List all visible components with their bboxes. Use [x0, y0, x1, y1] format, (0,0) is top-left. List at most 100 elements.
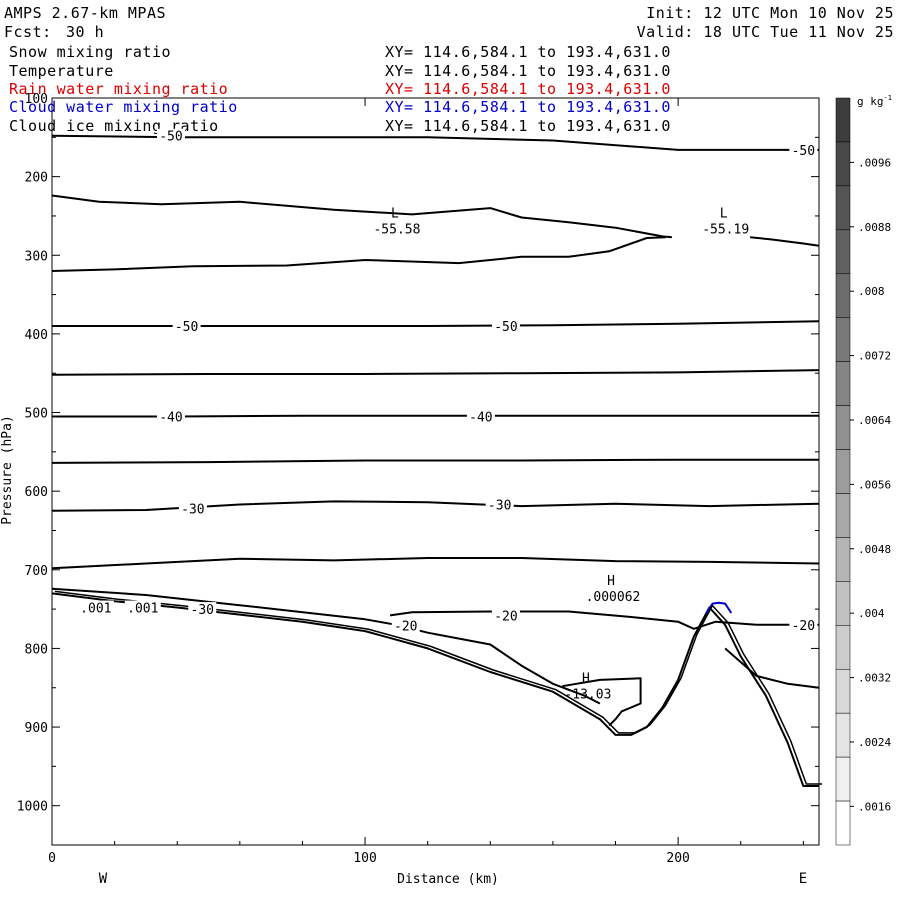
colorbar-tick-label: .004: [858, 607, 885, 620]
colorbar-swatch: [835, 405, 851, 450]
colorbar-swatch: [835, 449, 851, 494]
contour-label: -30: [181, 502, 204, 517]
plot-frame: [51, 97, 820, 846]
contour-label-bg: [178, 501, 207, 516]
field-name-cloud-ice: Cloud ice mixing ratio: [9, 117, 219, 135]
extremum-value: -55.19: [702, 223, 749, 238]
colorbar-swatch: [835, 625, 851, 670]
colorbar-swatch: [835, 273, 851, 318]
east-label: E: [799, 871, 807, 887]
contour-label-bg: [156, 409, 185, 424]
colorbar-swatch: [835, 97, 851, 143]
field-name-snow: Snow mixing ratio: [9, 43, 172, 61]
x-tick-label: 0: [48, 851, 56, 866]
field-xy-cloud-ice: XY= 114.6,584.1 to 193.4,631.0: [385, 117, 671, 135]
colorbar-swatch: [835, 756, 851, 802]
y-tick-label: 100: [25, 92, 48, 107]
field-name-temperature: Temperature: [9, 62, 114, 80]
y-tick-label: 800: [25, 642, 48, 657]
forecast-value: 30 h: [66, 23, 105, 41]
extremum-marker: H: [607, 574, 615, 589]
y-tick-label: 400: [25, 328, 48, 343]
contour-label-bg: [188, 602, 217, 617]
contour-label-bg: [172, 319, 201, 334]
extremum-marker: H: [582, 671, 590, 686]
contour-line-9: [51, 557, 820, 570]
y-tick-label: 700: [25, 564, 48, 579]
field-xy-temperature: XY= 114.6,584.1 to 193.4,631.0: [385, 62, 671, 80]
contour-label-bg: [485, 497, 514, 512]
contour-label-bg: [789, 142, 818, 157]
colorbar-tick-label: .0048: [858, 543, 891, 556]
contour-label-bg: [491, 319, 520, 334]
contour-line-8: [51, 500, 820, 512]
contour-label: -30: [191, 603, 214, 618]
field-name-cloud-water: Cloud water mixing ratio: [9, 98, 238, 116]
x-axis-label: Distance (km): [397, 872, 499, 887]
contour-label: -50: [159, 130, 182, 145]
colorbar-tick-label: .0096: [858, 156, 891, 169]
colorbar-swatch: [835, 229, 851, 275]
contour-line-14: [724, 647, 820, 689]
colorbar-swatch: [835, 361, 851, 406]
contour-label-bg: [491, 608, 520, 623]
extremum-value: -13.03: [564, 687, 611, 702]
colorbar-tick-label: .0032: [858, 672, 891, 685]
y-tick-label: 500: [25, 407, 48, 422]
colorbar-swatch: [835, 800, 851, 846]
contour-line-7: [51, 458, 819, 464]
extremum-marker: L: [391, 207, 399, 222]
colorbar-swatch: [835, 668, 851, 714]
contour-label: -50: [175, 320, 198, 335]
west-label: W: [99, 871, 108, 887]
contour-label-bg: [789, 617, 818, 632]
init-time: Init: 12 UTC Mon 10 Nov 25: [646, 4, 894, 22]
contour-line-3: [749, 236, 820, 247]
colorbar-swatch: [835, 493, 851, 538]
contour-label-bg: [156, 128, 185, 143]
field-xy-snow: XY= 114.6,584.1 to 193.4,631.0: [385, 43, 671, 61]
colorbar-tick-label: .0024: [858, 736, 891, 749]
y-tick-label: 1000: [17, 800, 48, 815]
terrain-outline: [54, 590, 822, 785]
contour-label: .001: [127, 602, 158, 617]
contour-label: -50: [494, 320, 517, 335]
model-title: AMPS 2.67-km MPAS: [4, 4, 167, 22]
extremum-marker: L: [720, 207, 728, 222]
colorbar-swatch: [835, 712, 851, 758]
contour-line-1: [51, 194, 672, 239]
contour-label-bg: [466, 409, 495, 424]
colorbar-swatch: [835, 317, 851, 362]
y-tick-label: 200: [25, 171, 48, 186]
contour-label: -40: [469, 410, 492, 425]
contour-line-5: [51, 369, 820, 376]
contour-label-bg: [124, 600, 161, 615]
contour-line-10: [389, 610, 819, 630]
contour-label: -20: [394, 620, 417, 635]
contour-label: -30: [488, 499, 511, 514]
colorbar-swatch: [835, 537, 851, 582]
y-tick-label: 900: [25, 721, 48, 736]
contour-line-13: [562, 677, 642, 727]
contour-label-bg: [391, 618, 420, 633]
valid-time: Valid: 18 UTC Tue 11 Nov 25: [636, 23, 894, 41]
contour-line-15: [705, 601, 733, 614]
x-tick-label: 100: [353, 851, 376, 866]
y-tick-label: 300: [25, 249, 48, 264]
field-name-rain: Rain water mixing ratio: [9, 80, 229, 98]
contour-line-4: [52, 320, 820, 327]
colorbar-swatch: [835, 185, 851, 231]
contour-label: -20: [494, 609, 517, 624]
extremum-value: .000062: [586, 590, 641, 605]
colorbar-tick-label: .0088: [858, 221, 891, 234]
colorbar-swatch: [835, 141, 851, 187]
colorbar-tick-label: .0064: [858, 414, 891, 427]
field-xy-cloud-water: XY= 114.6,584.1 to 193.4,631.0: [385, 98, 671, 116]
y-tick-label: 600: [25, 485, 48, 500]
contour-label: -50: [792, 144, 815, 159]
forecast-label: Fcst:: [4, 23, 52, 41]
colorbar-tick-label: .0056: [858, 478, 891, 491]
contour-line-2: [51, 236, 666, 272]
contour-label: -40: [159, 410, 182, 425]
